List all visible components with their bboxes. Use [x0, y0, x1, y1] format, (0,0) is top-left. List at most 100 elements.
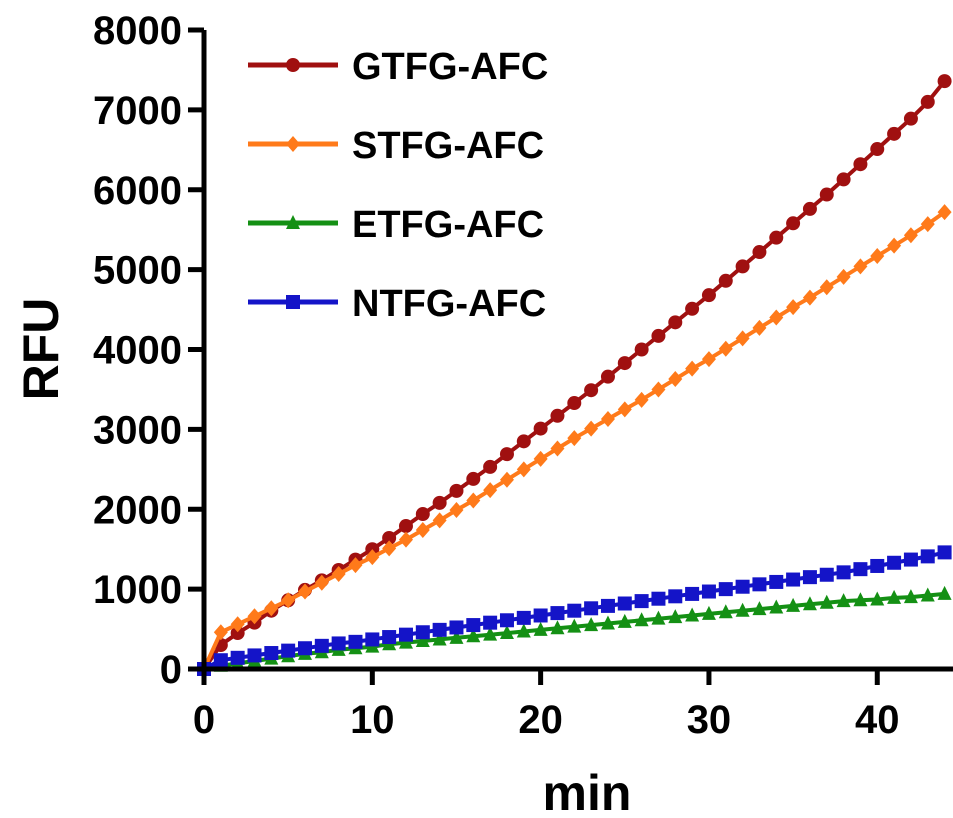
data-point — [483, 460, 497, 474]
data-point — [887, 127, 901, 141]
data-point — [618, 401, 632, 417]
data-point — [685, 302, 699, 316]
legend-item: NTFG-AFC — [248, 283, 546, 325]
legend-label: NTFG-AFC — [352, 283, 546, 325]
data-point — [752, 245, 766, 259]
legend-item: ETFG-AFC — [248, 204, 544, 246]
legend-label: STFG-AFC — [352, 125, 544, 167]
data-point — [668, 315, 682, 329]
data-point — [281, 592, 295, 608]
data-point — [332, 636, 346, 650]
data-point — [483, 616, 497, 630]
data-point — [584, 601, 598, 615]
data-point — [567, 396, 581, 410]
x-tick-label: 30 — [687, 698, 732, 742]
data-point — [534, 422, 548, 436]
x-tick-label: 0 — [193, 698, 215, 742]
data-point — [433, 623, 447, 637]
data-point — [635, 392, 649, 408]
data-point — [449, 620, 463, 634]
data-point — [820, 188, 834, 202]
data-point — [315, 639, 329, 653]
data-point — [416, 507, 430, 521]
data-point — [399, 628, 413, 642]
data-point — [534, 608, 548, 622]
legend-item: STFG-AFC — [248, 125, 544, 167]
data-point — [853, 157, 867, 171]
data-point — [399, 519, 413, 533]
data-point — [651, 381, 665, 397]
data-point — [938, 74, 952, 88]
data-point — [365, 632, 379, 646]
data-point — [449, 502, 463, 518]
data-point — [736, 259, 750, 273]
data-point — [567, 604, 581, 618]
data-point — [786, 573, 800, 587]
data-point — [281, 644, 295, 658]
series-layer — [197, 74, 952, 677]
data-point — [601, 370, 615, 384]
data-point — [719, 341, 733, 357]
data-point — [921, 95, 935, 109]
data-point — [584, 383, 598, 397]
data-point — [685, 361, 699, 377]
data-point — [820, 568, 834, 582]
data-point — [719, 274, 733, 288]
data-point — [870, 142, 884, 156]
data-point — [702, 288, 716, 302]
data-point — [584, 421, 598, 437]
data-point — [483, 482, 497, 498]
data-point — [500, 472, 514, 488]
data-point — [769, 310, 783, 326]
ticks-layer: 0100020003000400050006000700080000 10 20 30… — [93, 9, 899, 742]
data-point — [651, 592, 665, 606]
y-tick-label: 8000 — [93, 9, 182, 53]
x-tick-label: 40 — [855, 698, 900, 742]
data-point — [500, 613, 514, 627]
data-point — [433, 496, 447, 510]
data-point — [550, 606, 564, 620]
data-point — [820, 279, 834, 295]
x-tick-label: 10 — [350, 698, 395, 742]
data-point — [702, 585, 716, 599]
x-tick-label: 20 — [518, 698, 563, 742]
data-point — [517, 611, 531, 625]
x-axis-title: min — [543, 765, 632, 818]
data-point — [618, 597, 632, 611]
series-etfg-afc — [197, 586, 952, 675]
legend-label: GTFG-AFC — [352, 46, 548, 88]
data-point — [433, 512, 447, 528]
data-point — [214, 624, 228, 640]
data-point — [416, 522, 430, 538]
data-point — [769, 575, 783, 589]
data-point — [264, 646, 278, 660]
data-point — [214, 653, 228, 667]
data-point — [517, 434, 531, 448]
data-point — [853, 258, 867, 274]
data-point — [736, 330, 750, 346]
legend: GTFG-AFC STFG-AFC ETFG-AFC NTFG-AFC — [248, 46, 548, 325]
data-point — [466, 618, 480, 632]
y-tick-label: 5000 — [93, 249, 182, 293]
y-axis-title: RFU — [13, 298, 69, 401]
data-point — [803, 570, 817, 584]
data-point — [853, 562, 867, 576]
data-point — [382, 630, 396, 644]
data-point — [837, 565, 851, 579]
data-point — [736, 580, 750, 594]
y-tick-label: 6000 — [93, 169, 182, 213]
y-tick-label: 2000 — [93, 488, 182, 532]
data-point — [567, 430, 581, 446]
data-point — [870, 559, 884, 573]
legend-marker — [286, 136, 300, 152]
y-tick-label: 3000 — [93, 408, 182, 452]
data-point — [803, 202, 817, 216]
data-point — [786, 216, 800, 230]
data-point — [651, 329, 665, 343]
data-point — [348, 635, 362, 649]
data-point — [534, 451, 548, 467]
y-tick-label: 4000 — [93, 329, 182, 373]
data-point — [601, 599, 615, 613]
data-point — [769, 231, 783, 245]
